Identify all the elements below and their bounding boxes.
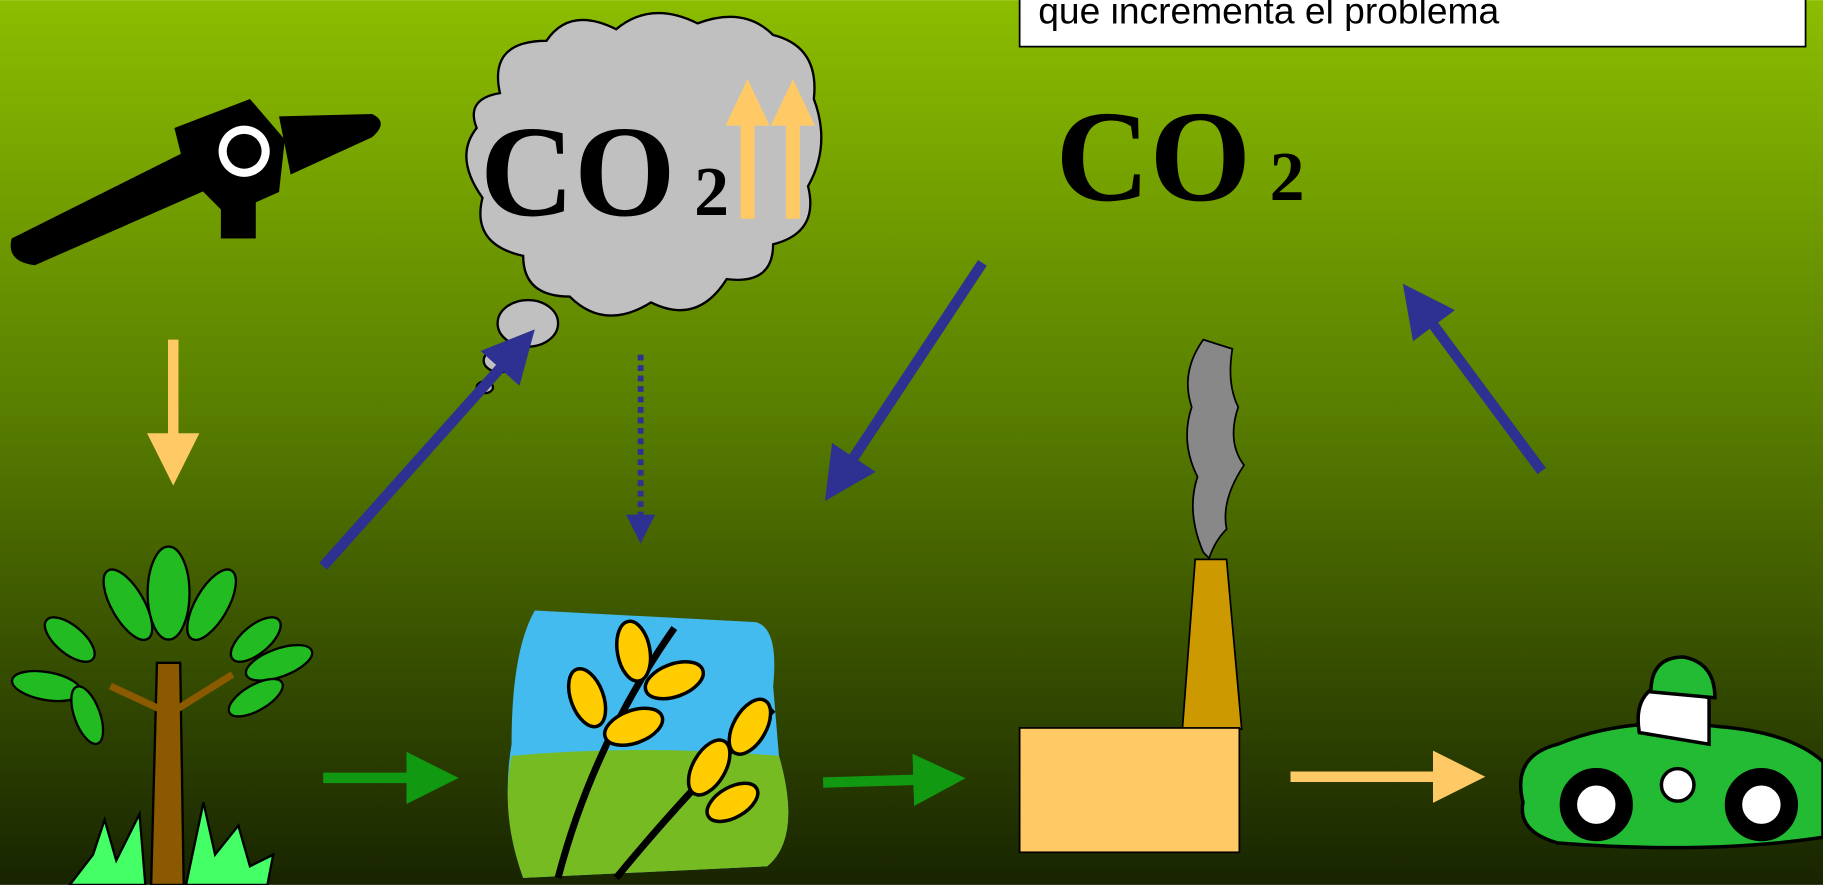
co2-main: CO: [480, 100, 675, 244]
arrow: [1402, 283, 1546, 475]
car-icon: [1518, 655, 1823, 850]
co2-sub: 2: [694, 154, 729, 231]
factory-icon: [1018, 338, 1246, 854]
co2-sub: 2: [1270, 139, 1305, 216]
co2-main: CO: [1056, 85, 1251, 229]
increase-arrows: [725, 79, 816, 219]
note-text: que incrementa el problema: [1038, 0, 1499, 31]
note-box: [1018, 0, 1807, 48]
arrow: [319, 329, 535, 570]
chainsaw-icon: [10, 98, 381, 266]
wheat-icon: [507, 610, 789, 881]
arrow: [824, 259, 987, 501]
arrow: [822, 753, 966, 807]
tree-icon: [10, 545, 314, 885]
